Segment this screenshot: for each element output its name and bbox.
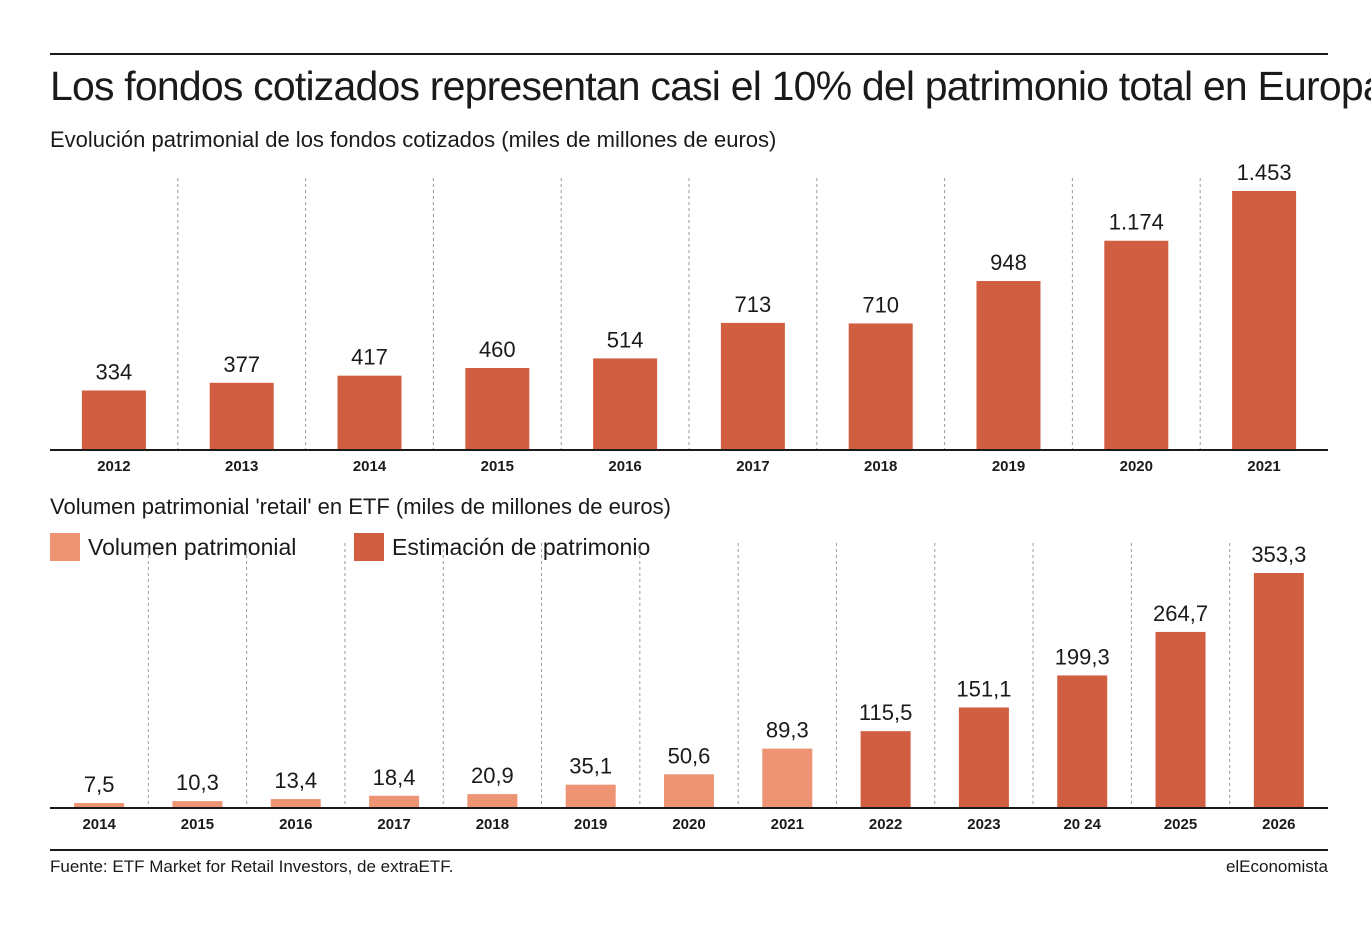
chart2-value-label: 50,6 [668,743,711,768]
chart1-category-label: 2019 [992,458,1025,475]
chart2-value-label: 353,3 [1251,542,1306,567]
chart2-category-label: 20 24 [1063,816,1101,833]
chart2-bar-2024 [1057,675,1108,808]
chart1-category-label: 2012 [97,458,130,475]
chart2-value-label: 264,7 [1153,601,1208,626]
chart2-category-label: 2026 [1262,816,1295,833]
chart2-title: Volumen patrimonial 'retail' en ETF (mil… [50,494,671,519]
chart1-bar-2016 [593,358,658,450]
chart1-category-label: 2014 [353,458,387,475]
chart1-category-label: 2020 [1120,458,1153,475]
chart2-bar-2020 [664,774,714,808]
chart2-value-label: 18,4 [373,765,416,790]
legend-item-volumen: Volumen patrimonial [50,533,296,561]
chart1-category-label: 2013 [225,458,258,475]
headline: Los fondos cotizados representan casi el… [50,63,1371,109]
chart2-category-label: 2017 [377,816,410,833]
chart1-title: Evolución patrimonial de los fondos coti… [50,127,777,152]
chart2-category-label: 2014 [82,816,116,833]
top-rule [50,53,1328,55]
chart1-bar-2018 [848,323,913,450]
chart2-value-label: 199,3 [1055,644,1110,669]
chart2-category-label: 2023 [967,816,1000,833]
chart2-value-label: 151,1 [956,676,1011,701]
legend-item-estimacion: Estimación de patrimonio [354,533,650,561]
chart1-value-label: 713 [735,292,772,317]
chart1-bar-2014 [337,375,402,450]
chart2-value-label: 13,4 [274,768,317,793]
chart2-bar-2025 [1155,631,1206,808]
chart1-bar-2021 [1232,191,1297,450]
chart1-category-label: 2017 [736,458,769,475]
chart2-value-label: 20,9 [471,763,514,788]
chart1-value-label: 948 [990,250,1027,275]
chart2-bar-2022 [860,731,911,808]
chart2-category-label: 2018 [476,816,509,833]
chart2-bar-2026 [1253,573,1304,808]
chart1-value-label: 1.174 [1109,210,1164,235]
chart1-category-label: 2018 [864,458,897,475]
bottom-rule [50,849,1328,851]
chart1-bar-2013 [209,382,274,450]
chart2-category-label: 2020 [672,816,705,833]
chart2-category-label: 2021 [771,816,804,833]
chart2-value-label: 35,1 [569,754,612,779]
chart1-bar-2012 [81,390,146,450]
chart2-value-label: 115,5 [859,700,912,725]
chart2-bar-2019 [565,784,616,808]
legend-label-estimacion: Estimación de patrimonio [392,533,651,560]
chart1-bar-2017 [720,322,785,450]
chart2-bar-2014 [74,803,125,808]
chart2-bar-2017 [369,795,420,808]
legend-label-volumen: Volumen patrimonial [88,533,297,560]
chart1-value-label: 1.453 [1237,160,1292,185]
chart2-value-label: 7,5 [84,772,115,797]
chart2-bar-2016 [270,799,321,808]
chart1-value-label: 514 [607,327,644,352]
chart2-value-label: 89,3 [766,718,809,743]
chart1-category-label: 2021 [1247,458,1280,475]
chart2-category-label: 2015 [181,816,214,833]
chart2-category-label: 2025 [1164,816,1197,833]
chart1-bar-2019 [976,281,1041,450]
chart1-value-label: 417 [351,345,388,370]
chart2-category-label: 2016 [279,816,312,833]
chart2-category-label: 2022 [869,816,902,833]
chart2-bar-2018 [467,794,518,808]
legend-swatch-volumen [50,533,80,561]
chart1-value-label: 377 [223,352,260,377]
chart2-value-label: 10,3 [176,770,219,795]
chart1-category-label: 2016 [608,458,641,475]
chart1-bar-2015 [465,368,530,450]
chart1-value-label: 710 [862,292,899,317]
chart1-value-label: 334 [96,359,133,384]
source-note: Fuente: ETF Market for Retail Investors,… [50,857,454,876]
legend-swatch-estimacion [354,533,384,561]
chart2-bar-2023 [958,707,1009,808]
chart1-value-label: 460 [479,337,516,362]
brand-logo: elEconomista [1225,857,1328,876]
chart1-category-label: 2015 [481,458,514,475]
chart2-category-label: 2019 [574,816,607,833]
chart2-bar-2015 [172,801,223,808]
chart2-bar-2021 [762,748,813,808]
chart1-bar-2020 [1104,240,1169,450]
